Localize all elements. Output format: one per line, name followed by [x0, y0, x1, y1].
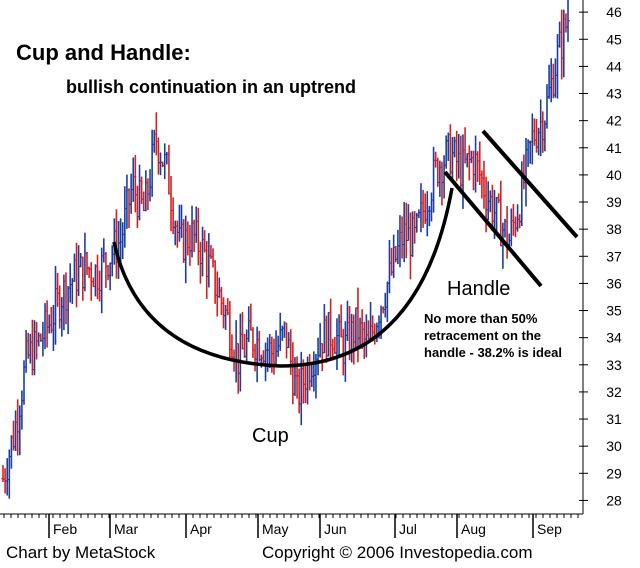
y-tick-label: 46: [606, 4, 622, 20]
y-tick-label: 45: [606, 31, 622, 47]
cup-label: Cup: [252, 425, 289, 447]
y-tick-label: 34: [606, 330, 622, 346]
y-tick-label: 30: [606, 438, 622, 454]
y-tick-label: 37: [606, 248, 622, 264]
footer-copyright: Copyright © 2006 Investopedia.com: [262, 543, 533, 562]
x-tick-label: May: [262, 521, 288, 537]
x-tick-label: Aug: [461, 521, 486, 537]
y-tick-label: 40: [606, 167, 622, 183]
y-tick-label: 36: [606, 275, 622, 291]
x-tick-label: Mar: [114, 521, 138, 537]
handle-label: Handle: [447, 278, 511, 300]
y-tick-label: 39: [606, 194, 622, 210]
y-tick-label: 32: [606, 384, 622, 400]
footer-credit: Chart by MetaStock: [6, 543, 156, 562]
handle-upper-line: [481, 129, 579, 239]
y-tick-label: 28: [606, 492, 622, 508]
y-tick-label: 33: [606, 357, 622, 373]
cup-curve: [112, 187, 454, 368]
axis-frame: 28 29 30 31 32 33 34 35 36 37 38 39 40 41 42 43 44 45 46 Fe…: [0, 0, 622, 538]
y-tick-label: 31: [606, 411, 622, 427]
y-tick-label: 41: [606, 140, 622, 156]
chart-title: Cup and Handle:: [16, 40, 191, 65]
chart-subtitle: bullish continuation in an uptrend: [66, 77, 356, 97]
x-tick-label: Apr: [190, 521, 212, 537]
annotation-lines: [112, 129, 579, 368]
y-tick-label: 43: [606, 86, 622, 102]
note-line-1: No more than 50%: [424, 311, 538, 326]
x-tick-label: Feb: [53, 521, 77, 537]
y-tick-label: 38: [606, 221, 622, 237]
x-tick-label: Sep: [537, 521, 562, 537]
x-tick-label: Jul: [399, 521, 417, 537]
x-tick-label: Jun: [324, 521, 347, 537]
y-tick-label: 42: [606, 113, 622, 129]
note-line-2: retracement on the: [424, 328, 542, 343]
ohlc-bars: [1, 0, 570, 499]
note-line-3: handle - 38.2% is ideal: [424, 345, 562, 360]
retracement-note: No more than 50% retracement on the hand…: [424, 310, 594, 361]
y-tick-label: 29: [606, 465, 622, 481]
handle-lower-line: [443, 170, 543, 288]
y-tick-label: 44: [606, 58, 622, 74]
y-tick-label: 35: [606, 303, 622, 319]
